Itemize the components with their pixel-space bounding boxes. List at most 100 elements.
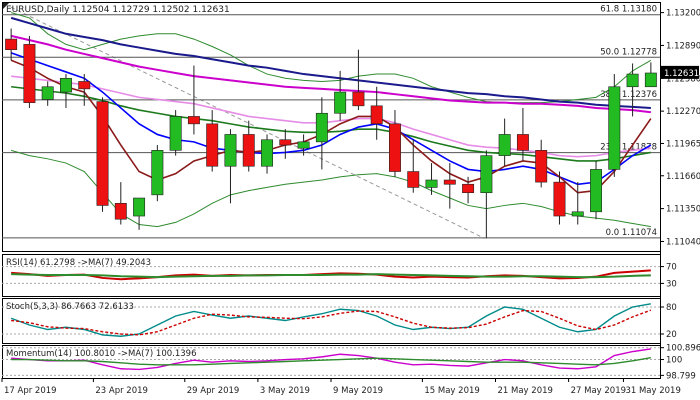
y-tick-label: 1.12580 <box>666 74 700 84</box>
candle <box>389 110 401 177</box>
candle-body <box>608 86 621 170</box>
candle <box>206 110 219 172</box>
y-tick-label: 1.11660 <box>666 172 700 182</box>
indicator-tick-label: 98.799 <box>666 371 696 381</box>
candle-body <box>516 134 529 151</box>
candle-body <box>352 91 365 107</box>
chart-corner-icon <box>3 3 9 9</box>
candle-body <box>187 116 200 125</box>
candle-body <box>626 73 639 88</box>
x-tick-label: 21 May 2019 <box>498 386 553 396</box>
indicator-series-line <box>10 303 651 337</box>
candle-body <box>261 139 273 167</box>
candle <box>41 81 54 106</box>
candle <box>114 182 127 225</box>
candle <box>535 139 548 188</box>
candle <box>133 197 146 230</box>
y-tick-label: 1.11965 <box>666 139 700 149</box>
x-tick-label: 15 May 2019 <box>424 386 479 396</box>
candle-body <box>133 197 146 217</box>
x-tick-label: 9 May 2019 <box>333 386 383 396</box>
candle-body <box>334 91 347 114</box>
candle <box>370 86 383 140</box>
indicator-tick-label: 100.8963 <box>666 344 700 354</box>
candle-body <box>498 134 511 156</box>
y-tick-label: 1.11350 <box>666 205 700 215</box>
x-tick-label: 3 May 2019 <box>260 386 310 396</box>
moving-average-line <box>10 34 651 114</box>
candle-body <box>370 105 383 125</box>
candle <box>480 150 493 239</box>
candle-body <box>41 86 54 100</box>
indicator-title: Stoch(5,3,3) 86.7663 72.6133 <box>6 302 134 312</box>
candle <box>462 176 475 204</box>
candle <box>425 163 438 195</box>
fib-level-label: 38.2 1.12376 <box>600 90 657 100</box>
last-price-label: 1.12631 <box>664 69 699 79</box>
candle <box>443 163 456 209</box>
candle <box>5 28 18 61</box>
candle-body <box>242 134 255 167</box>
candle <box>315 97 328 170</box>
candle <box>498 118 511 167</box>
candle-body <box>78 81 91 90</box>
indicator-tick-label: 70 <box>666 263 677 273</box>
candle-body <box>480 155 493 194</box>
candle-body <box>151 150 164 196</box>
candle <box>608 74 621 177</box>
moving-average-line <box>10 16 651 109</box>
x-tick-label: 27 May 2019 <box>571 386 626 396</box>
candle <box>242 120 255 172</box>
indicator-tick-label: 80 <box>666 303 677 313</box>
candle-body <box>5 38 18 50</box>
candle-body <box>23 44 36 103</box>
candle <box>516 107 529 161</box>
candle-body <box>389 123 401 172</box>
indicator-tick-label: 100 <box>666 356 682 366</box>
indicator-series-line <box>11 348 651 371</box>
candle-body <box>206 123 219 167</box>
candle <box>590 160 602 220</box>
indicator-title: RSI(14) 61.2798 ->MA(7) 49.2043 <box>6 258 151 268</box>
candle <box>553 171 566 225</box>
candle <box>96 97 109 212</box>
x-tick-label: 31 May 2019 <box>625 386 680 396</box>
candle-body <box>114 203 127 220</box>
candle <box>224 129 237 204</box>
y-tick-label: 1.13200 <box>666 9 700 19</box>
indicator-tick-label: 20 <box>666 330 677 340</box>
candle <box>78 74 91 106</box>
candle-body <box>644 72 657 88</box>
fib-level-label: 23.6 1.11878 <box>600 143 657 153</box>
indicator-title: Momentum(14) 100.8010 ->MA(7) 100.1396 <box>6 349 196 359</box>
candle-body <box>590 169 602 213</box>
bollinger-upper-band <box>10 12 652 104</box>
last-price-box <box>661 65 699 79</box>
y-tick-label: 1.11040 <box>666 237 700 247</box>
indicator-series-line <box>11 273 651 279</box>
fib-level-label: 0.0 1.11074 <box>606 228 657 238</box>
candle <box>334 70 347 121</box>
candle-body <box>407 171 420 188</box>
candle-body <box>571 211 584 217</box>
x-tick-label: 23 Apr 2019 <box>95 386 148 396</box>
panel-frame-0 <box>2 2 661 252</box>
y-tick-label: 1.12890 <box>666 41 700 51</box>
candle <box>261 134 273 174</box>
candle <box>187 65 200 135</box>
candle <box>352 49 365 111</box>
indicator-series-line <box>11 309 652 336</box>
candle-body <box>279 139 292 146</box>
indicator-tick-label: 30 <box>666 279 677 289</box>
candle <box>279 129 292 159</box>
candle <box>644 62 657 88</box>
candle <box>23 35 36 108</box>
candle-body <box>553 181 566 217</box>
x-tick-label: 29 Apr 2019 <box>187 386 240 396</box>
candle <box>60 74 72 108</box>
candle-body <box>315 112 328 143</box>
candle <box>571 182 584 225</box>
candle <box>151 145 164 202</box>
candle-body <box>169 116 182 151</box>
